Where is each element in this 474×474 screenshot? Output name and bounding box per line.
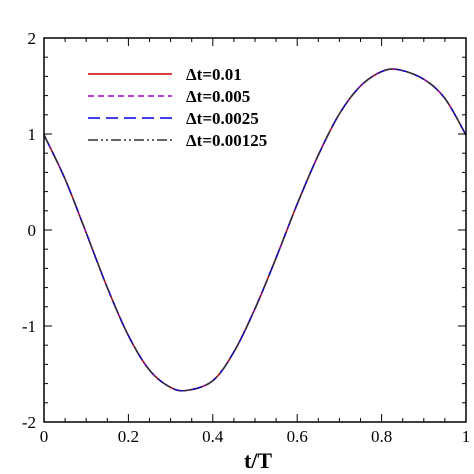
y-tick-label: 2 (28, 29, 37, 48)
y-tick-label: 0 (28, 221, 37, 240)
y-tick-label: -2 (22, 413, 36, 432)
y-tick-label: 1 (28, 125, 37, 144)
series-line-4 (43, 68, 467, 392)
legend: Δt=0.01 Δt=0.005 Δt=0.0025 Δt=0.00125 (88, 65, 267, 150)
x-tick-label: 0 (40, 427, 49, 446)
x-tick-label: 0.6 (287, 427, 308, 446)
axes-layer: 0 0.2 0.4 0.6 0.8 1 -2 -1 0 1 2 (22, 29, 470, 446)
x-tick-label: 0.2 (118, 427, 139, 446)
series-layer (43, 68, 467, 392)
legend-label-3: Δt=0.0025 (186, 109, 259, 128)
legend-label-1: Δt=0.01 (186, 65, 242, 84)
y-tick-label: -1 (22, 317, 36, 336)
x-axis-title: t/T (244, 448, 272, 473)
legend-label-4: Δt=0.00125 (186, 131, 267, 150)
legend-label-2: Δt=0.005 (186, 87, 250, 106)
plot-frame (43, 37, 467, 423)
x-tick-label: 1 (462, 427, 471, 446)
x-tick-label: 0.8 (371, 427, 392, 446)
x-tick-label: 0.4 (202, 427, 224, 446)
